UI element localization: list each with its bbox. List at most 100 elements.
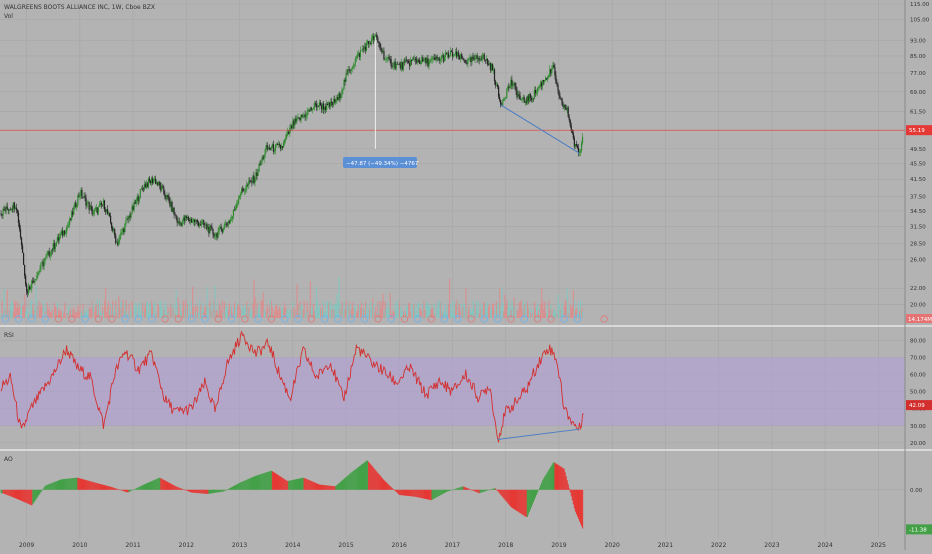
candle-body: [192, 219, 195, 222]
volume-bar: [280, 310, 282, 318]
symbol-title[interactable]: WALGREENS BOOTS ALLIANCE INC, 1W, Cboe B…: [4, 4, 155, 11]
candle-body: [339, 93, 341, 99]
ao-bar: [14, 489, 16, 499]
candle-body: [94, 209, 96, 211]
ao-bar: [500, 489, 502, 495]
candle-body: [27, 291, 29, 294]
ao-bar: [437, 489, 439, 497]
ao-label[interactable]: AO: [4, 456, 13, 463]
candle-body: [246, 184, 248, 189]
candle-body: [4, 210, 6, 211]
drawing-overlays[interactable]: [1, 36, 608, 440]
ao-bar: [497, 489, 499, 492]
ao-bar: [225, 489, 227, 491]
volume-bar: [135, 303, 137, 318]
volume-bar: [219, 305, 221, 318]
volume-bar: [95, 303, 97, 318]
ao-bar: [524, 489, 526, 517]
candle-body: [306, 111, 308, 116]
candle-body: [559, 95, 561, 99]
candle-body: [36, 274, 38, 280]
ao-bar: [279, 475, 281, 490]
candle-body: [189, 219, 192, 221]
volume-bar: [368, 308, 370, 318]
candle-body: [256, 172, 258, 176]
ao-bar: [271, 471, 273, 490]
ao-bar: [458, 487, 460, 490]
candle-body: [53, 243, 55, 249]
volume-label[interactable]: Vol: [4, 13, 13, 20]
ao-bar: [261, 473, 263, 490]
price-tick-label: 26.00: [910, 258, 926, 264]
volume-bar: [186, 304, 189, 318]
candle-body: [564, 104, 566, 108]
volume-bar: [488, 304, 491, 318]
candle-body: [518, 94, 520, 96]
ao-bar: [81, 478, 83, 490]
volume-bar: [65, 313, 67, 318]
ao-bar: [371, 465, 373, 490]
candle-body: [142, 188, 144, 190]
ao-bar: [329, 485, 331, 490]
volume-bar: [216, 311, 218, 318]
ao-bar: [551, 464, 553, 490]
ao-bar: [235, 485, 237, 490]
volume-bar: [410, 312, 412, 318]
candle-body: [437, 57, 439, 59]
candle-body: [43, 261, 45, 267]
candle-body: [22, 252, 25, 265]
candle-body: [125, 220, 127, 224]
volume-bar: [472, 300, 474, 318]
ao-bar: [516, 489, 518, 512]
ao-bar: [25, 489, 27, 503]
volume-bar: [246, 301, 248, 318]
volume-bar: [533, 301, 536, 318]
candle-body: [488, 63, 490, 65]
volume-bar: [168, 311, 170, 318]
event-marker: [414, 315, 422, 323]
volume-bar: [474, 305, 476, 318]
volume-bar: [414, 307, 416, 318]
candle-body: [269, 149, 271, 150]
measurement-tooltip[interactable]: −47.87 (−49.34%) −4767: [343, 157, 419, 168]
ao-bar: [218, 489, 220, 493]
ao-bar: [473, 489, 475, 492]
candle-body: [244, 190, 246, 192]
volume-bar: [256, 303, 258, 318]
volume-bar: [184, 300, 187, 318]
volume-bar: [266, 305, 268, 318]
ao-bar: [306, 479, 308, 490]
ao-bar: [43, 487, 45, 490]
rsi-line: [0, 330, 584, 443]
candle-body: [424, 57, 426, 61]
volume-bar: [476, 309, 478, 318]
volume-bar: [92, 302, 94, 318]
candle-body: [430, 59, 432, 61]
ao-bar: [159, 477, 161, 490]
volume-bar: [365, 301, 367, 318]
rsi-label[interactable]: RSI: [4, 332, 14, 339]
ao-bar: [1, 489, 3, 494]
ao-bar: [566, 480, 568, 490]
volume-bar: [199, 300, 201, 318]
candle-body: [552, 65, 554, 69]
volume-bar: [9, 306, 11, 318]
volume-bar: [360, 303, 363, 318]
candle-body: [366, 41, 369, 44]
volume-bar: [330, 303, 332, 318]
candle-body: [451, 51, 454, 57]
candle-body: [297, 117, 299, 118]
volume-bar: [91, 301, 93, 318]
candle-body: [396, 64, 398, 65]
ao-bar: [486, 489, 488, 491]
volume-bar: [273, 310, 276, 318]
candle-body: [390, 59, 392, 67]
candle-body: [84, 195, 86, 198]
candle-body: [293, 120, 295, 126]
volume-bar: [27, 307, 29, 318]
volume-bar: [372, 298, 374, 318]
volume-bar: [500, 307, 502, 318]
volume-bar: [419, 307, 421, 318]
ao-bar: [17, 489, 20, 500]
